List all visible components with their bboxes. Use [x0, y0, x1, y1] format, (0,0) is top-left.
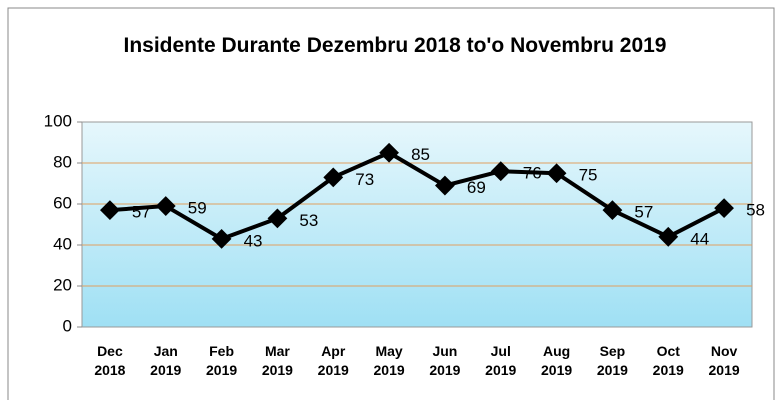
data-label: 58	[746, 201, 765, 220]
data-label: 85	[411, 145, 430, 164]
x-tick-label: Jun 2019	[429, 343, 461, 378]
x-tick-label: Aug 2019	[541, 343, 573, 378]
data-label: 69	[467, 178, 486, 197]
y-tick-label: 80	[53, 152, 72, 171]
marker	[100, 200, 120, 221]
data-label: 53	[299, 211, 318, 230]
x-tick-label: Feb 2019	[206, 343, 238, 378]
chart-title: Insidente Durante Dezembru 2018 to'o Nov…	[123, 34, 667, 57]
x-tick-label: Apr 2019	[317, 343, 349, 378]
data-label: 76	[523, 164, 542, 183]
data-label: 43	[244, 231, 263, 250]
y-tick-label: 40	[53, 234, 72, 253]
data-label: 75	[579, 166, 598, 185]
marker	[435, 175, 455, 196]
x-tick-label: Dec 2018	[94, 343, 126, 378]
x-tick-label: Jan 2019	[150, 343, 182, 378]
marker	[211, 228, 232, 249]
y-tick-label: 60	[53, 193, 72, 212]
data-label: 57	[132, 203, 151, 222]
data-label: 73	[355, 170, 374, 189]
marker	[155, 196, 176, 216]
x-tick-label: May 2019	[373, 343, 405, 378]
x-tick-label: Sep 2019	[596, 343, 628, 378]
x-tick-label: Nov 2019	[708, 343, 740, 378]
data-label: 59	[188, 199, 207, 218]
marker	[323, 167, 344, 188]
x-tick-label: Oct 2019	[652, 343, 684, 378]
data-label: 44	[690, 229, 709, 248]
marker	[490, 161, 511, 182]
line	[109, 150, 725, 241]
y-tick-label: 20	[53, 275, 72, 294]
data-label: 57	[634, 203, 653, 222]
x-tick-label: Jul 2019	[485, 343, 517, 378]
y-tick-label: 100	[44, 111, 72, 130]
marker	[267, 208, 288, 229]
y-tick-label: 0	[63, 316, 72, 335]
x-tick-label: Mar 2019	[261, 343, 293, 378]
marker	[379, 142, 399, 163]
